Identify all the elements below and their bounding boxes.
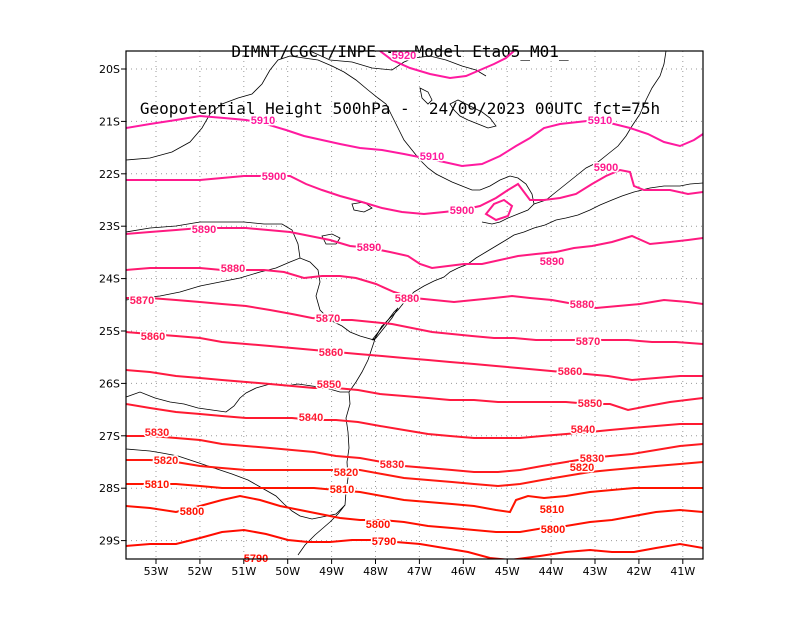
contour-labels: 5920 5910 5910 5910 5900 5900 5900 5890 … [128,49,619,567]
contour-label: 5910 [420,151,444,163]
contour-label: 5830 [580,453,604,465]
contour-label: 5890 [192,224,216,236]
contour-label: 5830 [380,459,404,471]
lat-tick-label: 20S [99,63,120,76]
contour-label: 5900 [262,171,286,183]
lon-tick-label: 49W [319,565,344,578]
contour-label: 5820 [154,455,178,467]
contour-label: 5900 [450,205,474,217]
state-border-rs-sc [126,448,346,520]
contour-5900-closed [484,198,514,222]
lon-tick-label: 51W [231,565,256,578]
contour-label: 5810 [330,484,354,496]
plot-frame [125,50,704,560]
lat-tick-label: 29S [99,535,120,548]
lat-tick-label: 21S [99,115,120,128]
contour-label: 5910 [588,115,612,127]
state-border-sc-pr [126,383,349,413]
lat-tick-label: 24S [99,273,120,286]
contour-5910-west [126,114,703,168]
state-border-sp-mg [126,55,535,225]
contour-label: 5800 [541,524,565,536]
contour-5870 [126,297,703,345]
contour-label: 5800 [180,506,204,518]
reservoir-3 [321,233,341,245]
contour-5900 [126,168,703,216]
contour-label: 5840 [571,424,595,436]
lat-tick-label: 27S [99,430,120,443]
map-title: DIMNT/CGCT/INPE - Model Eta05_M01_ Geopo… [0,4,800,137]
contour-5920 [379,51,515,80]
contour-label: 5880 [395,293,419,305]
lon-tick-label: 46W [451,565,476,578]
lon-tick-label: 53W [144,565,169,578]
contour-5860 [126,331,703,382]
contour-label: 5810 [145,479,169,491]
contour-label: 5860 [558,366,582,378]
state-border-ms-pr [126,221,301,259]
lon-tick-label: 44W [539,565,564,578]
lon-tick-label: 42W [626,565,651,578]
longitude-axis: 53W 52W 51W 50W 49W 48W 47W 46W 45W 44W 43W 42W 41W [144,559,695,578]
contour-5850 [126,369,703,412]
contour-label: 5810 [540,504,564,516]
state-border-pr-sp [126,257,383,341]
contour-label: 5880 [221,263,245,275]
contour-label: 5900 [594,162,618,174]
contour-5830 [126,435,703,473]
reservoir-1 [449,99,497,129]
latitude-axis: 20S 21S 22S 23S 24S 25S 26S 27S 28S 29S [99,63,126,548]
contour-label: 5920 [392,50,416,62]
coastline-and-borders [126,51,703,556]
lat-lon-grid [126,51,703,559]
contour-label: 5850 [317,379,341,391]
contour-label: 5910 [251,115,275,127]
contour-label: 5840 [299,412,323,424]
contour-label: 5890 [540,256,564,268]
contour-label: 5880 [570,299,594,311]
lon-tick-label: 50W [275,565,300,578]
lon-tick-label: 52W [187,565,212,578]
lon-tick-label: 43W [583,565,608,578]
coastline [297,182,703,556]
contour-5790 [126,528,703,559]
contour-label: 5820 [570,462,594,474]
contour-label: 5800 [366,519,390,531]
contour-label: 5830 [145,427,169,439]
reservoir-2 [419,87,433,105]
title-line-2: Geopotential Height 500hPa - 24/09/2023 … [139,99,661,118]
state-border-mg-rj-es [533,51,667,205]
contour-5800 [126,494,703,533]
contour-label: 5870 [316,313,340,325]
state-border-go-mg [309,51,487,77]
lon-tick-label: 48W [363,565,388,578]
contour-label: 5820 [334,467,358,479]
lat-tick-label: 26S [99,377,120,390]
contour-5890 [126,227,703,270]
lon-tick-label: 47W [407,565,432,578]
contour-label: 5890 [357,242,381,254]
contour-5820 [126,459,703,488]
contour-5840 [126,403,703,439]
contour-label: 5870 [130,295,154,307]
contour-label: 5860 [141,331,165,343]
contour-5810 [126,483,703,514]
contour-label: 5790 [372,536,396,548]
contour-label: 5870 [576,336,600,348]
lon-tick-label: 41W [670,565,695,578]
lat-tick-label: 25S [99,325,120,338]
contour-label: 5850 [578,398,602,410]
contour-label: 5860 [319,347,343,359]
lat-tick-label: 22S [99,168,120,181]
lat-tick-label: 23S [99,220,120,233]
lagoon-patos [371,307,399,341]
lat-tick-label: 28S [99,482,120,495]
contour-5880 [126,267,703,310]
lon-tick-label: 45W [495,565,520,578]
contour-lines [126,51,703,559]
